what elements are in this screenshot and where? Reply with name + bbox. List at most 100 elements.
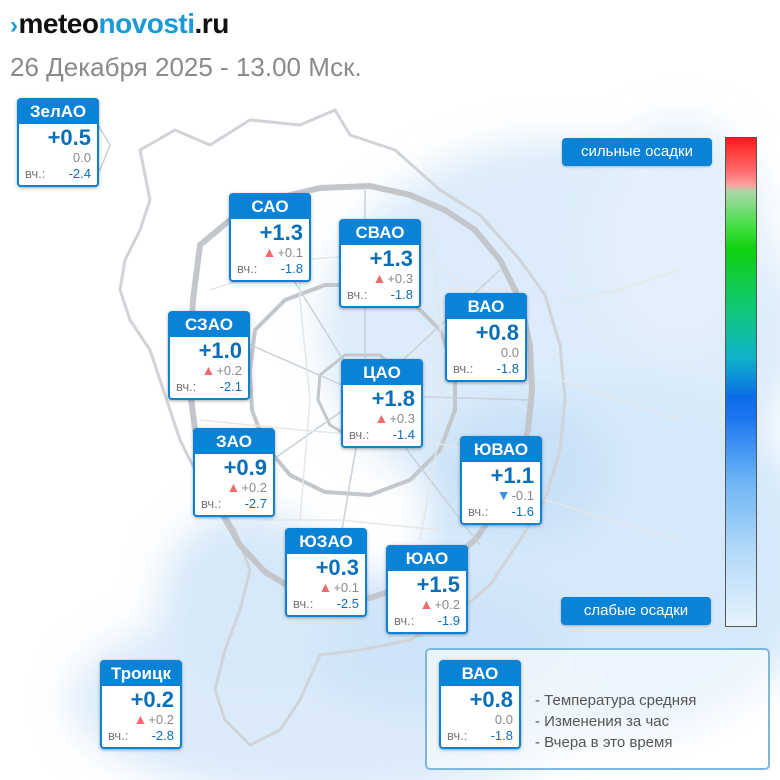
district-change: ▲+0.2 (102, 711, 180, 728)
yesterday-value: -2.4 (68, 166, 91, 181)
yesterday-label: вч.: (453, 361, 474, 376)
district-temp: +0.9 (223, 455, 267, 480)
yesterday-label: вч.: (176, 379, 197, 394)
logo-text-domain: .ru (194, 8, 230, 39)
district-change: 0.0 (19, 150, 97, 165)
district-change: ▲+0.2 (388, 596, 466, 613)
legend-example-card: ВАО +0.8 0.0 вч.: -1.8 (439, 660, 521, 749)
change-value: -0.1 (511, 488, 534, 503)
district-yesterday: вч.: -2.8 (102, 727, 180, 747)
change-value: +0.2 (216, 363, 242, 378)
precip-scale-bottom-label: слабые осадки (561, 597, 711, 625)
district-temp: +1.3 (259, 220, 303, 245)
yesterday-label: вч.: (293, 596, 314, 611)
yesterday-value: -2.1 (219, 379, 242, 394)
district-yesterday: вч.: -2.5 (287, 595, 365, 615)
district-name: ВАО (447, 295, 525, 319)
district-temp: +0.8 (469, 687, 513, 712)
district-temp: +0.3 (315, 555, 359, 580)
site-logo[interactable]: ›meteonovosti.ru (10, 8, 229, 40)
yesterday-value: -1.6 (511, 504, 534, 519)
district-name: ЗАО (195, 430, 273, 454)
district-yesterday: вч.: -2.4 (19, 165, 97, 185)
change-value: +0.2 (148, 712, 174, 727)
yesterday-label: вч.: (349, 427, 370, 442)
legend-item-yesterday: - Вчера в это время (535, 734, 673, 751)
change-value: +0.3 (387, 271, 413, 286)
district-card-zelao: ЗелАО +0.5 0.0 вч.: -2.4 (17, 98, 99, 187)
district-name: СВАО (341, 221, 419, 245)
forecast-date: 26 Декабря 2025 - 13.00 Мск. (10, 52, 362, 82)
arrow-up-icon: ▲ (374, 410, 389, 426)
change-value: 0.0 (72, 150, 91, 165)
district-name: ЮАО (388, 547, 466, 571)
yesterday-label: вч.: (108, 728, 129, 743)
city-roads (118, 108, 567, 747)
district-card-zao: ЗАО +0.9 ▲+0.2 вч.: -2.7 (193, 428, 275, 517)
district-name: ЮВАО (462, 438, 540, 462)
yesterday-value: -1.8 (490, 728, 513, 743)
district-card-yuvao: ЮВАО +1.1 ▼-0.1 вч.: -1.6 (460, 436, 542, 525)
district-change: ▲+0.3 (341, 270, 419, 287)
arrow-up-icon: ▲ (226, 479, 241, 495)
arrow-up-icon: ▲ (201, 362, 216, 378)
yesterday-label: вч.: (237, 261, 258, 276)
district-name: ВАО (441, 662, 519, 686)
change-value: +0.2 (434, 597, 460, 612)
legend-items: - Температура средняя - Изменения за час… (535, 690, 696, 753)
district-change: 0.0 (447, 345, 525, 360)
district-change: ▼-0.1 (462, 488, 540, 504)
district-change: 0.0 (441, 712, 519, 727)
district-name: Троицк (102, 662, 180, 686)
district-card-szao: СЗАО +1.0 ▲+0.2 вч.: -2.1 (168, 311, 250, 400)
precip-scale-top-label: сильные осадки (562, 138, 712, 166)
arrow-up-icon: ▲ (318, 579, 333, 595)
district-temp: +1.3 (369, 246, 413, 271)
district-yesterday: вч.: -1.4 (343, 426, 421, 446)
district-temp: +1.1 (490, 463, 534, 488)
district-card-vao: ВАО +0.8 0.0 вч.: -1.8 (445, 293, 527, 382)
change-value: 0.0 (500, 345, 519, 360)
district-name: ЮЗАО (287, 530, 365, 554)
change-value: +0.2 (241, 480, 267, 495)
district-card-yuao: ЮАО +1.5 ▲+0.2 вч.: -1.9 (386, 545, 468, 634)
change-value: 0.0 (494, 712, 513, 727)
district-card-tsao: ЦАО +1.8 ▲+0.3 вч.: -1.4 (341, 359, 423, 448)
district-card-troitsk: Троицк +0.2 ▲+0.2 вч.: -2.8 (100, 660, 182, 749)
yesterday-value: -1.8 (496, 361, 519, 376)
arrow-up-icon: ▲ (372, 270, 387, 286)
precip-color-scale (725, 137, 757, 627)
arrow-up-icon: ▲ (262, 244, 277, 260)
district-change: ▲+0.1 (231, 244, 309, 261)
yesterday-value: -1.4 (392, 427, 415, 442)
district-name: САО (231, 195, 309, 219)
district-temp: +0.8 (475, 320, 519, 345)
yesterday-label: вч.: (201, 496, 222, 511)
district-card-sao: САО +1.3 ▲+0.1 вч.: -1.8 (229, 193, 311, 282)
district-change: ▲+0.2 (195, 479, 273, 496)
district-yesterday: вч.: -1.8 (231, 260, 309, 280)
legend-item-hourly-change: - Изменения за час (535, 713, 670, 730)
yesterday-label: вч.: (394, 613, 415, 628)
arrow-up-icon: ▲ (419, 596, 434, 612)
yesterday-value: -2.7 (244, 496, 267, 511)
logo-text-meteo: meteo (18, 8, 99, 39)
district-temp: +1.5 (416, 572, 460, 597)
logo-text-novosti: novosti (98, 8, 195, 39)
change-value: +0.1 (277, 245, 303, 260)
yesterday-label: вч.: (25, 166, 46, 181)
district-yesterday: вч.: -1.8 (341, 286, 419, 306)
district-yesterday: вч.: -1.9 (388, 612, 466, 632)
yesterday-label: вч.: (447, 728, 468, 743)
yesterday-value: -1.8 (280, 261, 303, 276)
change-value: +0.1 (333, 580, 359, 595)
district-change: ▲+0.3 (343, 410, 421, 427)
yesterday-value: -1.9 (437, 613, 460, 628)
yesterday-value: -2.5 (336, 596, 359, 611)
arrow-up-icon: ▲ (133, 711, 148, 727)
yesterday-value: -1.8 (390, 287, 413, 302)
district-card-svao: СВАО +1.3 ▲+0.3 вч.: -1.8 (339, 219, 421, 308)
district-yesterday: вч.: -2.7 (195, 495, 273, 515)
logo-mark: › (10, 12, 18, 39)
yesterday-value: -2.8 (151, 728, 174, 743)
